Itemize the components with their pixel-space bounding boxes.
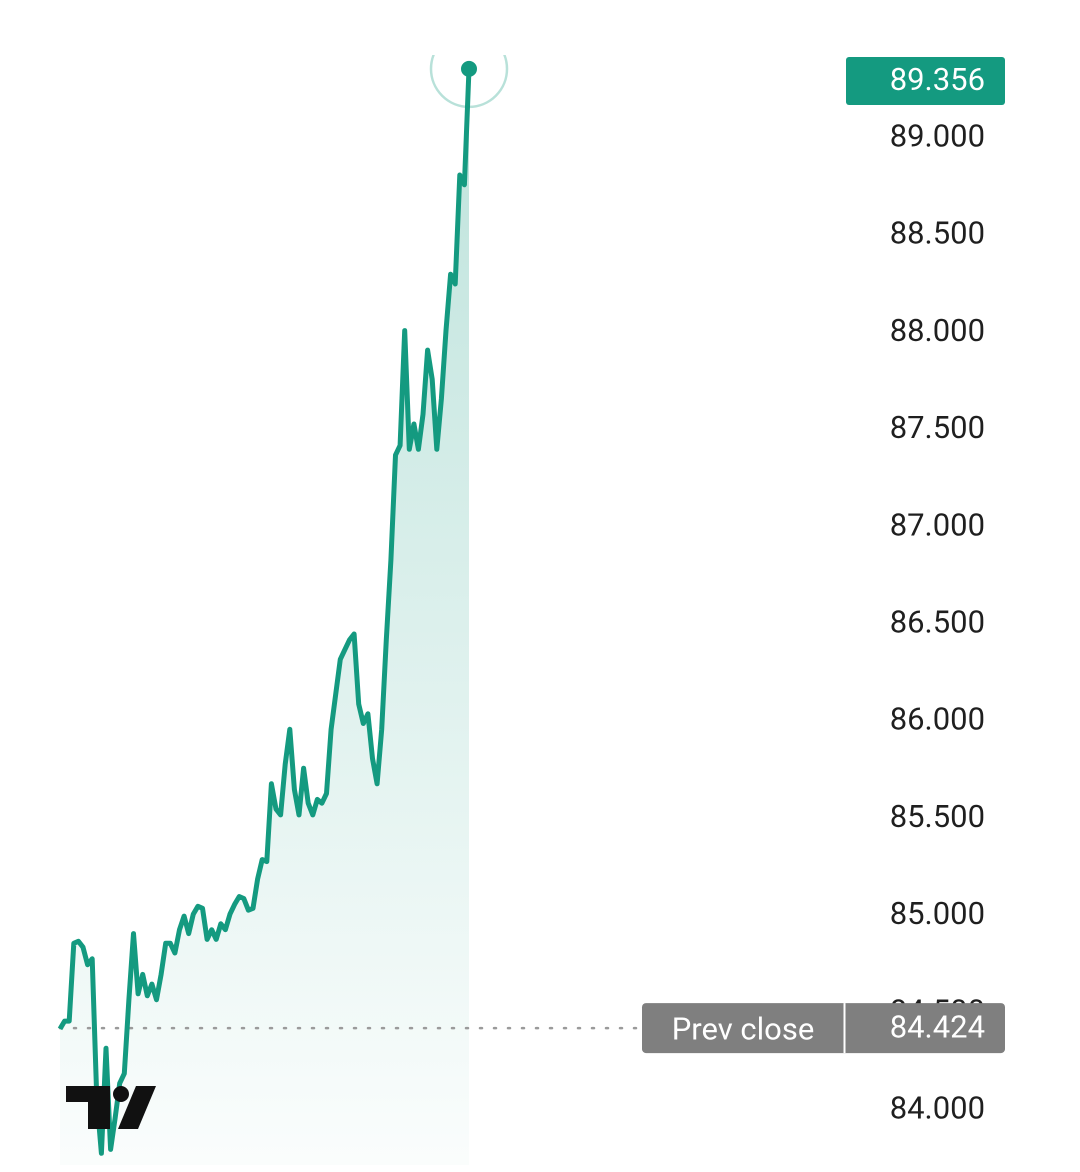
y-tick-label: 88.000: [890, 312, 985, 349]
price-line: [57, 68, 472, 1156]
prev-close-value: 84.424: [890, 1008, 985, 1045]
last-price-badge: [846, 57, 1005, 105]
y-tick-label: 86.000: [890, 701, 985, 738]
y-tick-label: 86.500: [890, 604, 985, 641]
y-tick-label: 87.000: [890, 506, 985, 543]
y-tick-label: 85.500: [890, 798, 985, 835]
y-tick-label: 84.000: [890, 1090, 985, 1127]
last-point: [461, 60, 477, 77]
logo: [66, 1086, 156, 1129]
prev-close-label: Prev close: [672, 1010, 815, 1047]
area: [60, 68, 469, 1165]
y-tick-label: 88.500: [890, 215, 985, 252]
prev-close-badge: [642, 1003, 1005, 1054]
y-tick-label: 85.000: [890, 895, 985, 932]
y-tick-label: 87.500: [890, 409, 985, 446]
last-point-ring: [429, 55, 509, 109]
y-tick-label: 89.000: [890, 117, 985, 154]
last-price-label: 89.356: [890, 61, 985, 98]
